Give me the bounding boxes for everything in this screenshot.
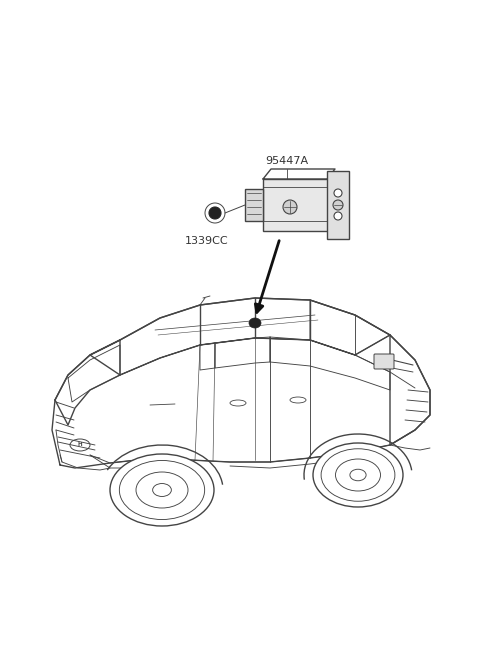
Text: 1339CC: 1339CC [185, 236, 229, 246]
Ellipse shape [334, 189, 342, 197]
Text: 95447A: 95447A [265, 156, 309, 166]
Ellipse shape [313, 443, 403, 507]
Ellipse shape [334, 212, 342, 220]
FancyBboxPatch shape [374, 354, 394, 369]
Ellipse shape [283, 200, 297, 214]
Ellipse shape [249, 318, 261, 328]
Bar [263, 179, 328, 231]
Ellipse shape [110, 454, 214, 526]
Bar [245, 189, 263, 221]
Ellipse shape [333, 200, 343, 210]
Bar [327, 171, 349, 239]
Text: H: H [78, 443, 82, 447]
Ellipse shape [209, 207, 221, 219]
